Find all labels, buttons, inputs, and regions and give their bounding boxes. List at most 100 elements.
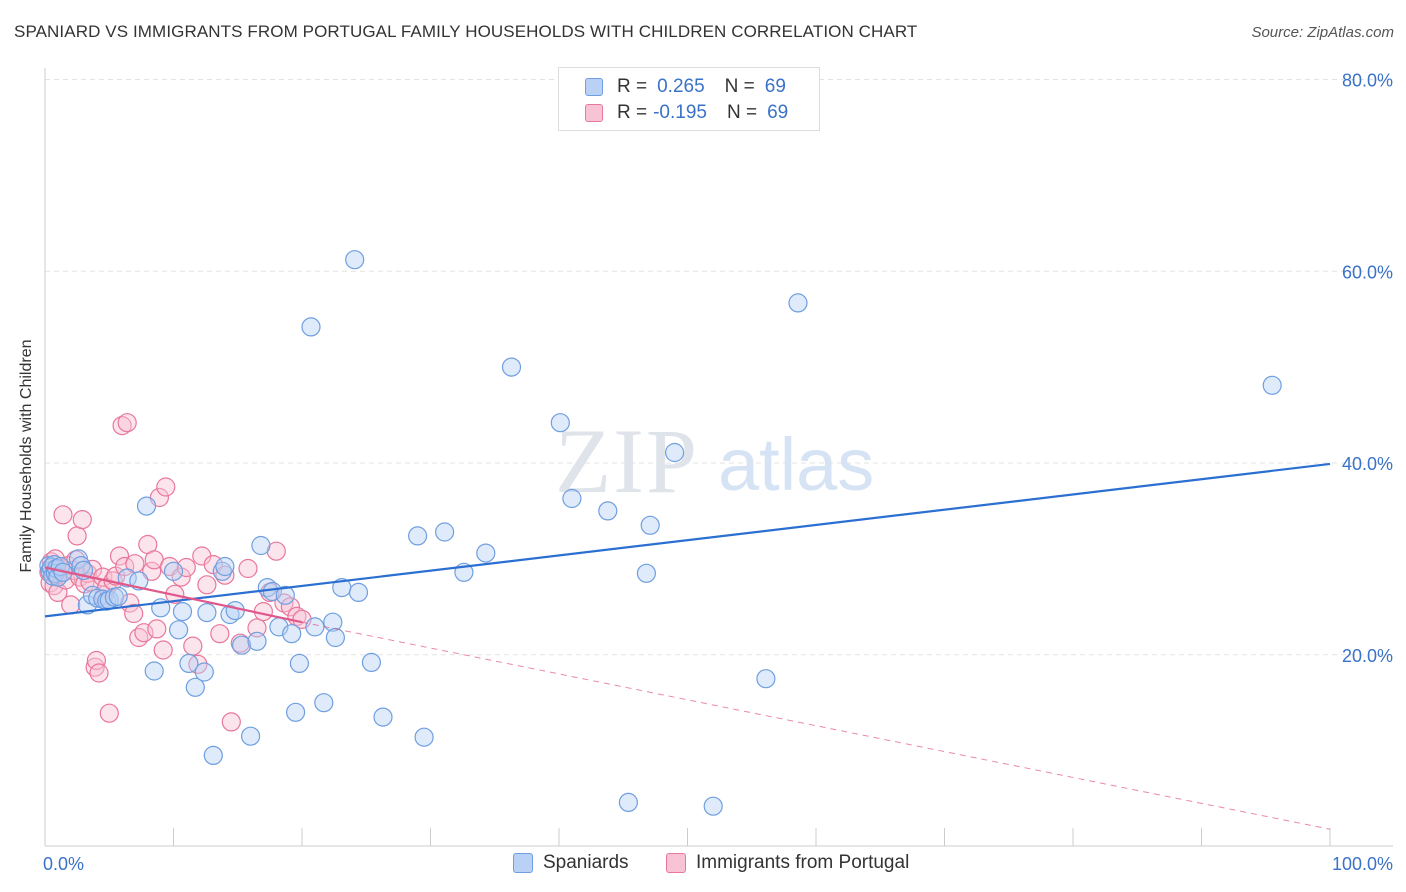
pink-swatch [585,104,603,122]
portugal-point [210,624,230,644]
spaniards-point [241,726,261,746]
spaniards-point [197,602,217,623]
spaniards-point [163,561,184,581]
n-value: 69 [764,76,786,97]
portugal-point [280,597,300,617]
x-tick-label-max: 100.0% [1332,854,1393,874]
y-tick-label: 20.0% [1342,646,1393,666]
spaniards-point [788,293,808,313]
spaniards-point [286,702,306,722]
spaniards-point [325,627,345,648]
legend-row-spaniards: R = 0.265 N = 69 [585,75,786,99]
spaniards-point [703,796,723,816]
spaniards-point [282,624,302,644]
r-value: -0.195 [653,102,707,123]
spaniards-point [225,600,245,621]
spaniards-point [562,488,582,509]
spaniards-point [179,653,199,674]
legend-item-portugal: Immigrants from Portugal [666,852,909,874]
portugal-point [89,663,109,683]
spaniards-point [194,662,214,682]
portugal-point [67,526,87,546]
chart-title: SPANIARD VS IMMIGRANTS FROM PORTUGAL FAM… [14,22,918,41]
pink-swatch [666,853,686,873]
portugal-point [109,546,130,566]
n-label: N = [724,76,755,97]
spaniards-point [373,707,393,727]
spaniards-point [598,501,618,521]
x-tick-label-min: 0.0% [43,854,84,874]
r-label: R = [617,76,648,97]
legend-row-portugal: R = -0.195 N = 69 [585,101,788,125]
portugal-trend-extension [301,621,1331,830]
spaniards-point [664,442,685,463]
y-tick-label: 60.0% [1342,262,1393,282]
y-tick-label: 40.0% [1342,454,1393,474]
portugal-point [112,416,132,436]
trend-lines [44,462,1331,830]
spaniards-trend-line [44,462,1331,618]
axes [44,68,1393,847]
portugal-point [124,603,144,624]
portugal-point [247,618,267,638]
blue-swatch [513,853,533,873]
spaniards-point [108,586,128,606]
portugal-point [99,703,119,723]
portugal-point [86,650,107,671]
legend-item-spaniards: Spaniards [513,852,629,874]
spaniards-point [414,727,434,747]
spaniards-point [215,556,235,577]
y-tick-labels: 20.0% 40.0% 60.0% 80.0% [1342,71,1393,666]
spaniards-point [203,745,223,766]
spaniards-point [314,693,334,713]
portugal-point [171,567,191,587]
portugal-point [183,636,203,656]
portugal-point [156,477,176,497]
spaniards-point [247,631,267,651]
spaniards-point [1262,375,1282,395]
spaniards-point [301,317,321,337]
spaniards-point [117,568,137,588]
series-legend: Spaniards Immigrants from Portugal [0,852,1406,876]
portugal-point [153,640,173,660]
watermark-atlas: atlas [718,423,874,506]
r-label: R = [617,102,648,123]
spaniards-point [435,522,455,542]
spaniards-point [289,653,309,674]
legend-label-portugal: Immigrants from Portugal [696,852,910,873]
spaniards-point [756,669,776,689]
spaniards-point [251,535,271,556]
spaniards-point [323,612,343,632]
spaniards-point [348,582,369,603]
portugal-point [221,712,241,732]
spaniards-point [275,585,295,605]
portugal-point [147,619,167,639]
portugal-point [53,505,73,525]
x-tick-labels: 0.0% 100.0% [43,854,1393,874]
legend-label-spaniards: Spaniards [543,852,629,873]
portugal-point [197,575,217,595]
portugal-point [72,509,92,530]
portugal-trend-line [44,566,303,624]
correlation-legend: R = 0.265 N = 69 R = -0.195 N = 69 [558,67,820,131]
spaniards-point [618,792,639,813]
spaniards-point [185,677,205,697]
portugal-point [117,413,137,433]
portugal-point [61,595,81,615]
portugal-point [176,557,196,578]
spaniards-point [172,601,193,622]
spaniards-point [476,543,496,563]
spaniards-point [361,652,381,673]
spaniards-point [408,526,428,546]
spaniards-point [501,357,522,377]
spaniards-point [144,661,164,681]
y-tick-label: 80.0% [1342,71,1393,91]
watermark: ZIP atlas [555,410,874,512]
source-label: Source: ZipAtlas.com [1251,24,1394,41]
spaniards-point [136,496,157,516]
blue-swatch [585,78,603,96]
n-value: 69 [767,102,789,123]
spaniards-point [345,250,365,270]
r-value: 0.265 [657,76,705,97]
portugal-point [238,558,258,579]
